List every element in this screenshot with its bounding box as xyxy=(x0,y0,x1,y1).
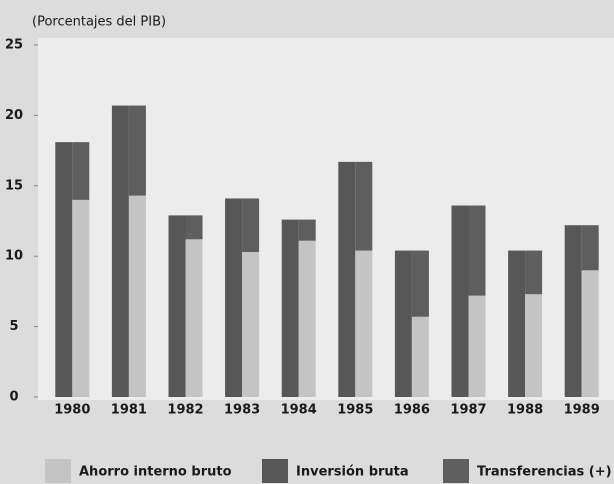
bar xyxy=(225,198,243,397)
bar xyxy=(185,215,203,240)
x-tick-label: 1989 xyxy=(564,403,600,418)
x-tick-label: 1987 xyxy=(450,403,486,418)
bar xyxy=(281,219,299,397)
x-tick-label: 1984 xyxy=(281,403,317,418)
bar xyxy=(298,219,316,241)
bar xyxy=(55,142,73,397)
bar xyxy=(128,105,146,196)
x-tick-label: 1988 xyxy=(507,403,543,418)
x-tick-label: 1986 xyxy=(394,403,430,418)
x-tick-label: 1980 xyxy=(54,403,90,418)
bar xyxy=(111,105,129,397)
y-tick-label: 25 xyxy=(5,38,23,53)
legend-label: Transferencias (+) xyxy=(477,465,612,480)
bar xyxy=(581,270,599,397)
bar xyxy=(411,250,429,317)
bar xyxy=(468,295,486,397)
bar xyxy=(411,316,429,397)
bar xyxy=(242,251,260,397)
y-tick-label: 10 xyxy=(5,249,23,264)
legend-label: Ahorro interno bruto xyxy=(79,465,232,480)
bar xyxy=(508,250,526,397)
bar xyxy=(298,240,316,397)
bar xyxy=(128,195,146,397)
bar xyxy=(451,205,469,397)
x-tick-label: 1983 xyxy=(224,403,260,418)
bar xyxy=(394,250,412,397)
bar xyxy=(355,250,373,397)
bar xyxy=(72,142,90,200)
bar xyxy=(468,205,486,296)
legend-swatch xyxy=(262,459,288,483)
bar xyxy=(168,215,186,397)
bar xyxy=(525,250,543,295)
bar xyxy=(564,225,582,397)
y-tick-label: 20 xyxy=(5,108,23,123)
legend-swatch xyxy=(45,459,71,483)
bar xyxy=(185,239,203,397)
x-tick-label: 1982 xyxy=(167,403,203,418)
legend-swatch xyxy=(443,459,469,483)
y-tick-label: 5 xyxy=(9,319,18,334)
bar xyxy=(72,199,90,397)
x-tick-label: 1985 xyxy=(337,403,373,418)
bar xyxy=(242,198,260,252)
bar xyxy=(581,225,599,271)
legend-label: Inversión bruta xyxy=(296,465,409,480)
bar xyxy=(338,161,356,397)
y-tick-label: 15 xyxy=(5,178,23,193)
bar xyxy=(355,161,373,251)
y-tick-label: 0 xyxy=(9,390,18,405)
axis-label: (Porcentajes del PIB) xyxy=(32,15,166,30)
x-tick-label: 1981 xyxy=(111,403,147,418)
bar xyxy=(525,294,543,397)
